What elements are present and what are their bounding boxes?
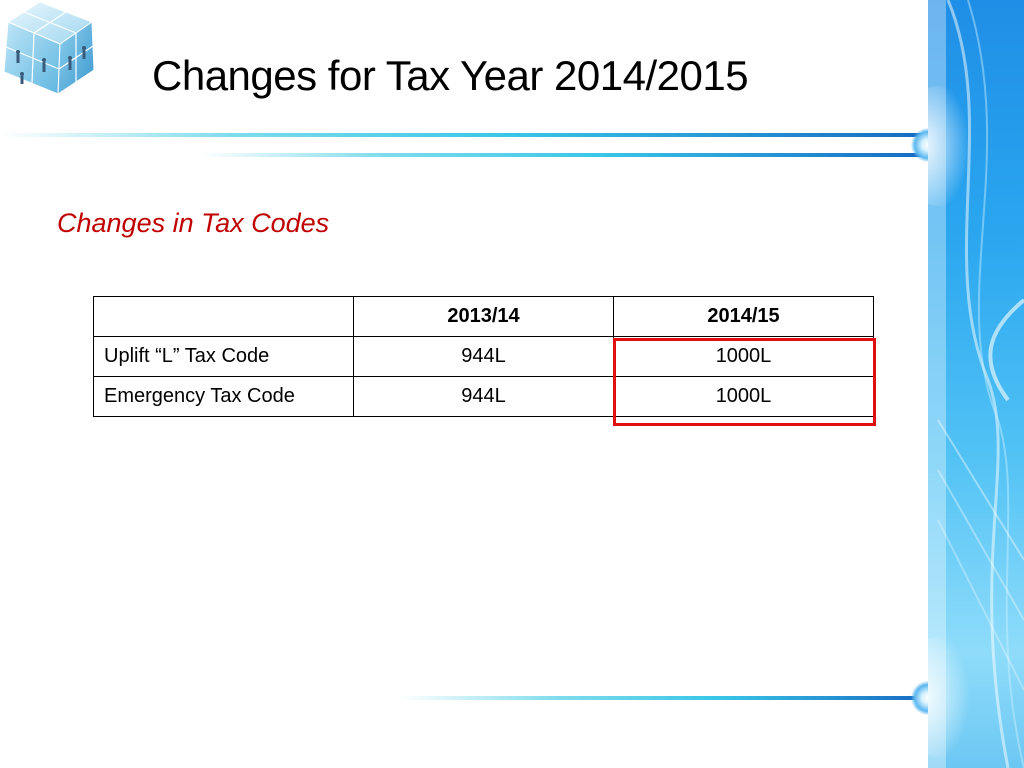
header-divider-top [0, 133, 928, 137]
table-header-cell-empty [93, 296, 354, 337]
cell-2013-14: 944L [353, 376, 614, 417]
cell-2014-15: 1000L [613, 336, 874, 377]
table-row: Emergency Tax Code 944L 1000L [93, 376, 874, 417]
table-header-cell-2013-14: 2013/14 [353, 296, 614, 337]
table-header-row: 2013/14 2014/15 [93, 296, 874, 337]
row-label: Emergency Tax Code [93, 376, 354, 417]
footer-divider [400, 696, 928, 700]
decorative-side-panel [928, 0, 1024, 768]
highlight-box [613, 338, 876, 426]
cube-people-logo-icon [0, 0, 100, 96]
header-divider-bottom [200, 153, 928, 157]
row-label: Uplift “L” Tax Code [93, 336, 354, 377]
table-row: Uplift “L” Tax Code 944L 1000L [93, 336, 874, 377]
cell-2013-14: 944L [353, 336, 614, 377]
cell-2014-15: 1000L [613, 376, 874, 417]
section-subtitle: Changes in Tax Codes [57, 208, 330, 238]
table-header-cell-2014-15: 2014/15 [613, 296, 874, 337]
slide-title: Changes for Tax Year 2014/2015 [152, 52, 749, 99]
tax-codes-table: 2013/14 2014/15 Uplift “L” Tax Code 944L… [93, 296, 874, 417]
